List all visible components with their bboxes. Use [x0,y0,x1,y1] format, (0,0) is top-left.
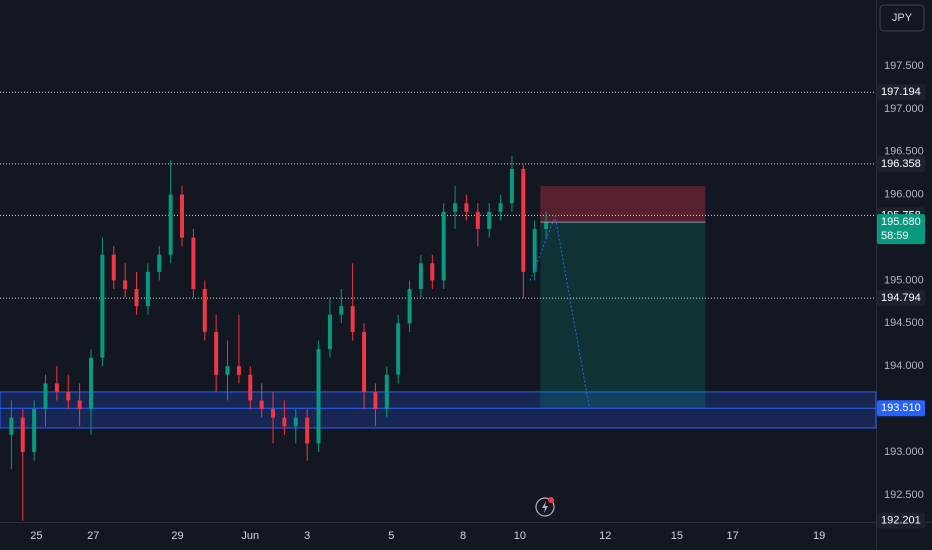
candle-body [77,400,82,410]
x-tick-label: 12 [599,530,611,542]
candle-body [396,323,401,375]
candle-body [327,314,332,350]
x-tick-label: 8 [460,530,466,542]
x-tick-label: 25 [30,530,42,542]
x-tick-label: 29 [171,530,183,542]
candle-body [157,254,162,272]
y-tick-label: 197.000 [884,103,924,115]
candle-body [498,203,503,212]
candle-body [111,254,116,281]
candle-body [271,409,276,418]
zone-level-label-box [877,400,925,417]
price-line-label: 197.194 [881,86,921,98]
candle-body [20,417,25,452]
candle-body [475,211,480,229]
candle-body [214,331,219,375]
currency-button[interactable] [879,4,925,32]
candle-body [532,228,537,272]
projection-arrow [529,214,590,408]
candle-body [191,237,196,290]
candle-body [384,374,389,410]
candle-body [407,289,412,324]
candle-body [54,383,59,392]
stop-zone [540,186,706,223]
candle-body [487,211,492,229]
price-line-label-box [877,155,925,172]
low-price-label: 192.201 [881,514,921,526]
target-zone [540,222,706,409]
candle-body [9,417,14,435]
x-tick-label: 3 [304,530,310,542]
y-tick-label: 194.000 [884,360,924,372]
candle-body [123,280,128,290]
candle-body [305,417,310,444]
candle-body [43,383,48,410]
x-tick-label: 5 [388,530,394,542]
y-tick-label: 192.500 [884,489,924,501]
y-tick-label: 196.500 [884,146,924,158]
candle-body [350,306,355,332]
candle-body [225,366,230,375]
price-line-label: 196.358 [881,158,921,170]
candle-body [202,289,207,332]
candle-body [441,211,446,281]
candle-body [430,263,435,281]
y-tick-label: 193.000 [884,446,924,458]
alert-icon[interactable] [535,497,555,517]
candle-body [373,391,378,410]
price-line-label-box [877,84,925,101]
candle-body [248,374,253,401]
candle-body [259,400,264,410]
candle-body [100,254,105,358]
x-tick-label: 17 [727,530,739,542]
candle-body [89,357,94,410]
y-tick-label: 194.500 [884,317,924,329]
last-price-box [877,214,925,245]
candle-body [453,203,458,212]
candle-body [145,271,150,307]
candle-body [362,331,367,392]
candle-body [282,417,287,427]
candle-body [316,349,321,444]
candle-body [339,306,344,315]
countdown: 58:59 [881,230,909,242]
price-line-label-box [877,290,925,307]
x-tick-label: 19 [813,530,825,542]
candle-body [544,222,549,229]
candle-body [464,203,469,212]
y-tick-label: 196.000 [884,189,924,201]
y-tick-label: 195.000 [884,274,924,286]
candle-body [180,194,185,238]
candle-body [32,409,37,452]
zone [0,391,877,429]
y-tick-label: 197.500 [884,60,924,72]
x-tick-label: Jun [241,530,259,542]
price-line-label: 194.794 [881,292,921,304]
x-tick-label: 10 [514,530,526,542]
candle-body [521,168,526,272]
last-price-label: 195.680 [881,216,921,228]
candle-body [236,366,241,375]
candle-body [66,391,71,401]
x-tick-label: 27 [87,530,99,542]
candle-body [509,168,514,204]
currency[interactable]: JPY [892,12,913,24]
candle-body [168,194,173,255]
zone-level-label: 193.510 [881,402,921,414]
candle-body [134,289,139,307]
candle-body [293,417,298,427]
candle-body [418,263,423,290]
x-tick-label: 15 [671,530,683,542]
low-price-label-box [877,512,925,529]
